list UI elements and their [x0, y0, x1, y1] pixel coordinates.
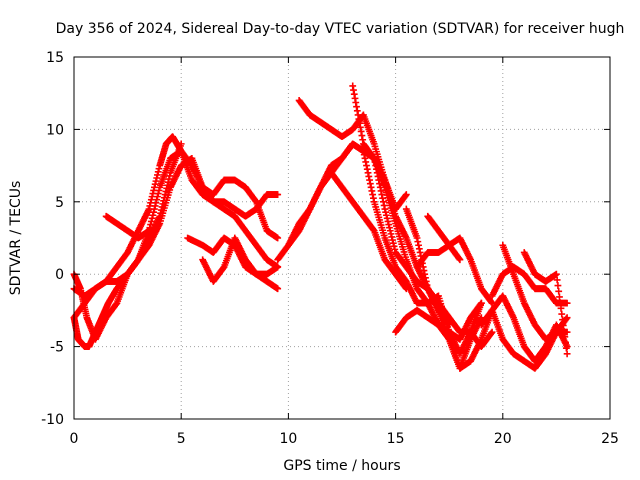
- series-track-22: [488, 307, 571, 372]
- data-point: [402, 191, 410, 198]
- series-track-21: [520, 249, 571, 358]
- data-point: [562, 339, 569, 346]
- data-point: [555, 287, 563, 295]
- axes: 0 5 10 15 20 25 -10 -5 0 5 10 15: [41, 50, 619, 447]
- data-point: [557, 304, 565, 312]
- series-track-13: [370, 154, 410, 213]
- x-tick-label: 5: [177, 431, 186, 447]
- data-point: [554, 282, 562, 289]
- data-point: [488, 328, 496, 336]
- x-tick-label: 0: [70, 431, 79, 447]
- data-point: [145, 227, 153, 235]
- data-point: [563, 299, 571, 307]
- data-point: [553, 276, 561, 284]
- x-axis-label: GPS time / hours: [283, 458, 400, 474]
- grid-lines: [74, 57, 610, 419]
- data-point: [274, 285, 282, 293]
- x-tick-label: 10: [279, 431, 297, 447]
- data-markers: [70, 82, 571, 372]
- x-tick-label: 20: [494, 431, 512, 447]
- data-point: [553, 270, 560, 278]
- series-track-4: [70, 140, 185, 350]
- data-point: [274, 191, 282, 198]
- y-tick-label: 0: [55, 267, 64, 283]
- data-point: [563, 314, 571, 322]
- series-track-16: [413, 234, 496, 307]
- y-tick-label: -5: [50, 340, 64, 356]
- y-tick-label: 10: [46, 122, 64, 138]
- data-point: [556, 299, 564, 307]
- series-track-7: [199, 234, 282, 285]
- data-point: [560, 327, 568, 335]
- data-point: [274, 234, 282, 242]
- series-track-5: [102, 212, 153, 242]
- plot-frame: [73, 56, 611, 420]
- series-track-17: [424, 212, 464, 264]
- data-point: [563, 350, 571, 358]
- data-point: [558, 310, 566, 318]
- y-tick-label: 5: [55, 195, 64, 211]
- data-point: [274, 263, 282, 271]
- data-point: [177, 140, 185, 148]
- series-track-15: [402, 205, 496, 350]
- y-tick-label: 15: [46, 50, 64, 66]
- y-axis-label: SDTVAR / TECUs: [8, 181, 24, 296]
- data-point: [477, 299, 485, 307]
- x-tick-label: 25: [601, 431, 619, 447]
- chart-title: Day 356 of 2024, Sidereal Day-to-day VTE…: [56, 21, 625, 37]
- data-point: [562, 344, 570, 352]
- data-point: [561, 333, 569, 341]
- y-tick-label: -10: [41, 412, 64, 428]
- x-tick-label: 15: [387, 431, 405, 447]
- series-track-18: [488, 263, 571, 307]
- data-point: [456, 256, 464, 264]
- data-point: [556, 293, 563, 301]
